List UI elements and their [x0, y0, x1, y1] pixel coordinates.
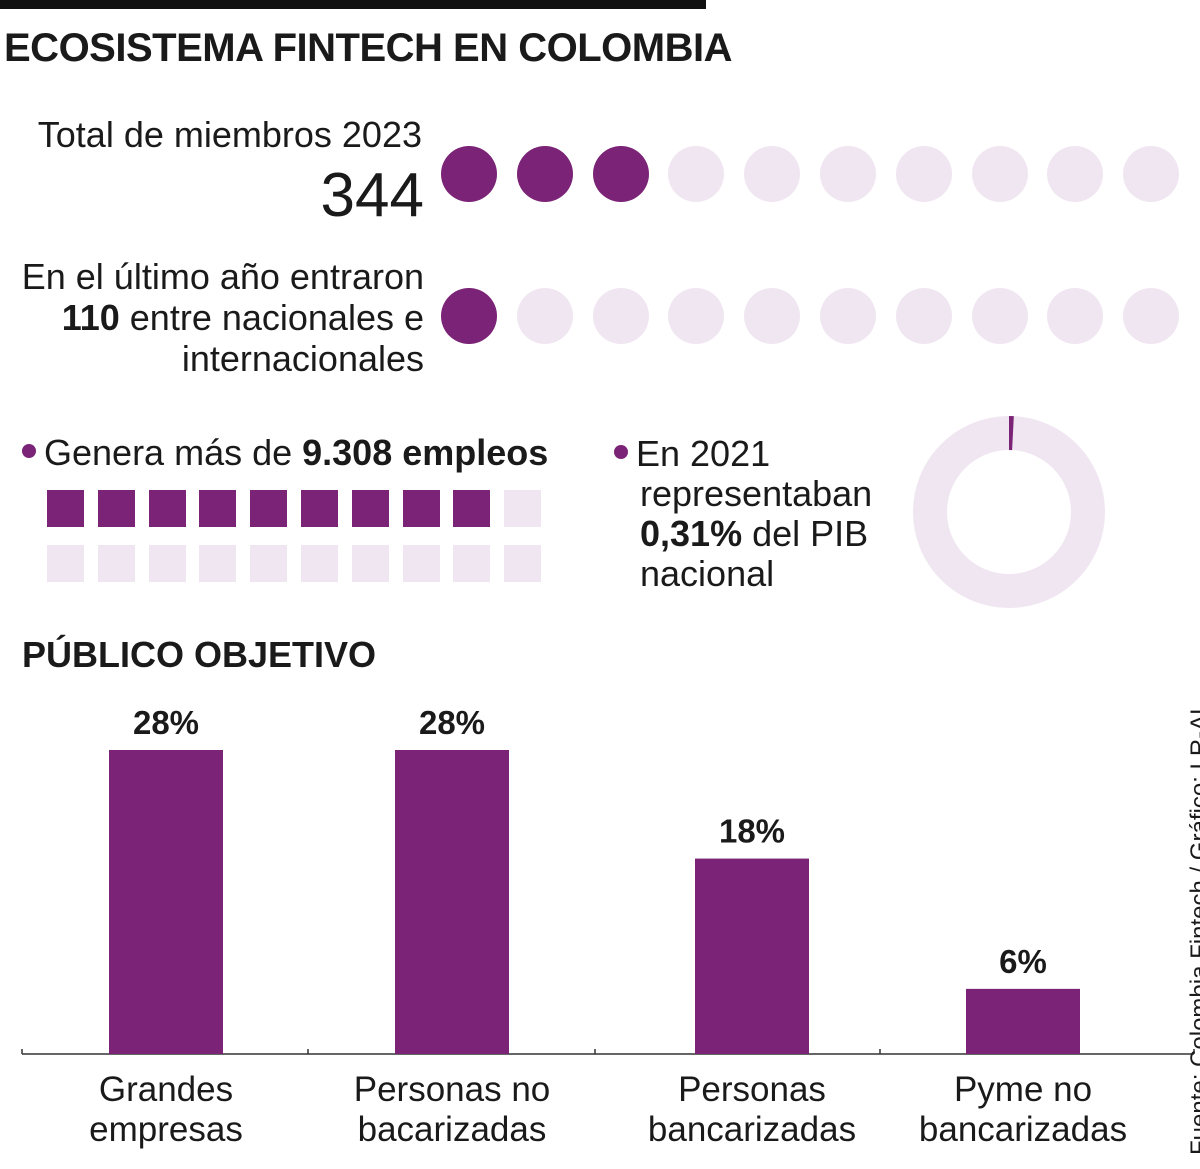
square-filled: [148, 490, 186, 527]
square-empty: [402, 545, 440, 582]
dot-empty: [668, 146, 725, 202]
category-label: Pyme no bancarizadas: [873, 1070, 1173, 1150]
top-rule: [0, 0, 706, 9]
entered-line-2-rest: entre nacionales e: [119, 297, 424, 338]
square-empty: [301, 545, 338, 582]
dot-filled: [441, 146, 497, 202]
dot-empty: [895, 146, 952, 202]
bar: [695, 858, 809, 1054]
pib-line-3: 0,31% del PIB: [614, 514, 872, 554]
dot-empty: [744, 146, 801, 202]
bar-value-label: 6%: [999, 943, 1047, 980]
members-value: 344: [320, 161, 424, 230]
square-filled: [453, 490, 491, 527]
members-dot-row: [441, 146, 1181, 202]
pib-text: En 2021 representaban 0,31% del PIB naci…: [614, 434, 872, 594]
square-filled: [301, 490, 338, 527]
square-empty: [351, 545, 389, 582]
bar-value-label: 18%: [719, 813, 785, 850]
dot-empty: [1123, 288, 1180, 344]
category-label-line: bancarizadas: [918, 1110, 1128, 1149]
employment-squares: [47, 490, 547, 586]
dot-filled: [441, 288, 497, 344]
category-label: Personas no bacarizadas: [302, 1070, 602, 1150]
dot-empty: [516, 288, 573, 344]
bar-chart: 28% 28% 18% 6%: [21, 704, 1195, 1055]
employment-prefix: Genera más de: [44, 432, 303, 473]
square-empty: [504, 490, 542, 527]
category-label-line: Personas: [678, 1070, 826, 1109]
dot-empty: [1047, 146, 1104, 202]
bullet-icon: [22, 444, 36, 459]
category-label-line: Personas no: [353, 1070, 551, 1109]
square-filled: [199, 490, 237, 527]
square-filled: [402, 490, 440, 527]
members-label: Total de miembros 2023: [37, 114, 422, 155]
category-label: Grandes empresas: [16, 1070, 316, 1150]
pib-value: 0,31%: [640, 513, 743, 554]
entered-number: 110: [61, 297, 120, 338]
section-title: PÚBLICO OBJETIVO: [22, 634, 377, 675]
square-empty: [504, 545, 542, 582]
source-credit: Fuente: Colombia Fintech / Gráfico: LR-A…: [1186, 701, 1200, 1155]
pib-line-3-rest: del PIB: [742, 513, 869, 554]
dot-empty: [971, 288, 1028, 344]
square-filled: [351, 490, 389, 527]
dot-empty: [592, 288, 649, 344]
entered-dot-row: [441, 288, 1181, 344]
category-label-line: Pyme no: [953, 1070, 1093, 1109]
pib-line-2: representaban: [640, 473, 873, 514]
dot-empty: [744, 288, 801, 344]
dot-empty: [820, 146, 876, 202]
bar: [395, 750, 509, 1054]
bar: [109, 750, 223, 1054]
dot-empty: [668, 288, 725, 344]
page-title: ECOSISTEMA FINTECH EN COLOMBIA: [4, 26, 732, 70]
bar: [966, 988, 1080, 1054]
square-filled: [250, 490, 288, 527]
pib-donut: [913, 416, 1105, 608]
entered-line-3: internacionales: [181, 338, 424, 379]
pib-line-1: En 2021: [614, 434, 872, 474]
entered-text: En el último año entraron 110 entre naci…: [22, 256, 424, 379]
dot-filled: [592, 146, 649, 202]
dot-filled: [516, 146, 573, 202]
category-label-line: bacarizadas: [357, 1110, 547, 1149]
category-label-line: empresas: [89, 1110, 243, 1149]
square-filled: [47, 490, 84, 527]
category-label: Personas bancarizadas: [602, 1070, 902, 1150]
dot-empty: [1047, 288, 1104, 344]
category-label-line: Grandes: [98, 1070, 234, 1109]
dot-empty: [895, 288, 952, 344]
square-empty: [199, 545, 237, 582]
square-empty: [250, 545, 288, 582]
square-empty: [148, 545, 186, 582]
dot-empty: [820, 288, 876, 344]
bar-value-label: 28%: [419, 704, 485, 741]
entered-line-2: 110 entre nacionales e: [22, 297, 424, 338]
pib-line-4: nacional: [640, 553, 775, 594]
dot-empty: [1123, 146, 1180, 202]
category-label-line: bancarizadas: [647, 1110, 857, 1149]
employment-value: 9.308 empleos: [302, 432, 549, 473]
dot-empty: [971, 146, 1028, 202]
employment-text: Genera más de 9.308 empleos: [22, 432, 548, 474]
square-empty: [47, 545, 84, 582]
square-empty: [97, 545, 135, 582]
bullet-icon: [614, 445, 628, 460]
square-empty: [453, 545, 491, 582]
pib-line-1-text: En 2021: [636, 433, 771, 474]
square-filled: [97, 490, 135, 527]
donut-track: [913, 416, 1105, 608]
entered-line-1: En el último año entraron: [21, 256, 424, 297]
bar-value-label: 28%: [133, 704, 199, 741]
